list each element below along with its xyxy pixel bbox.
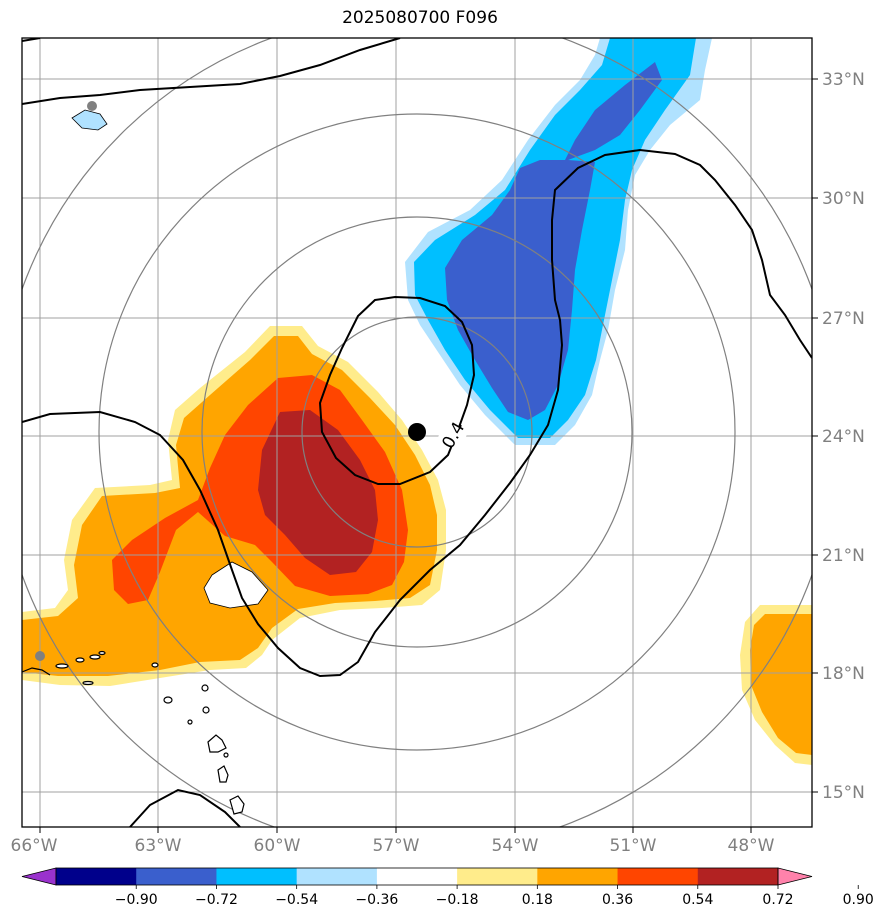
colorbar-tick-label: −0.72	[195, 892, 238, 908]
colorbar-segment	[697, 868, 779, 885]
longitude-axis: 66°W 63°W 60°W 57°W 54°W 51°W 48°W	[11, 827, 775, 856]
colorbar-tick-label: −0.90	[115, 892, 158, 908]
colorbar-outline	[55, 867, 779, 886]
colorbar-segment	[296, 868, 378, 885]
lat-label-18n: 18°N	[822, 664, 865, 684]
contour-0.4-loop	[318, 295, 476, 485]
island-5	[82, 680, 94, 686]
east-anomaly-shading	[740, 605, 812, 765]
graticule	[22, 38, 812, 827]
lon-label-51w: 51°W	[610, 836, 657, 856]
martinique	[217, 765, 229, 783]
colorbar-segment	[216, 868, 298, 885]
colorbar-tick-label: 0.18	[522, 892, 553, 908]
colorbar-segment	[457, 868, 538, 885]
bermuda-marker	[87, 101, 97, 111]
map-plot-area	[22, 38, 812, 827]
island-2	[75, 657, 85, 663]
contour-south-line	[129, 788, 241, 827]
lat-label-30n: 30°N	[822, 189, 865, 209]
island-1	[55, 663, 69, 669]
island-3	[89, 654, 101, 660]
colorbar-tick-label: 0.90	[843, 892, 874, 908]
colorbar: −0.90 −0.72 −0.54 −0.36 −0.18 0.18 0.36 0.54 0.7…	[21, 867, 874, 908]
colorbar-tick-label: 0.72	[762, 892, 793, 908]
neutral-gap	[203, 561, 269, 609]
st-lucia	[229, 795, 245, 815]
colorbar-extend-high	[777, 867, 813, 886]
map-title: 2025080700 F096	[342, 8, 498, 28]
lat-label-24n: 24°N	[822, 427, 865, 447]
guadeloupe	[207, 734, 227, 753]
lon-label-54w: 54°W	[492, 836, 539, 856]
lon-label-48w: 48°W	[728, 836, 775, 856]
colorbar-segment	[56, 868, 137, 885]
lon-label-66w: 66°W	[11, 836, 58, 856]
colorbar-tick-label: −0.36	[355, 892, 398, 908]
lon-label-60w: 60°W	[254, 836, 301, 856]
negative-anomaly-shading	[405, 38, 712, 445]
lon-label-63w: 63°W	[135, 836, 182, 856]
lat-label-15n: 15°N	[822, 783, 865, 803]
contour-label-background	[437, 420, 469, 450]
contour-north-line	[22, 38, 401, 105]
colorbar-tick-label: 0.36	[602, 892, 633, 908]
firebrick-band	[258, 410, 378, 575]
colorbar-segment	[136, 868, 217, 885]
colorbar-extend-low	[21, 867, 57, 886]
island-10	[187, 719, 193, 725]
island-8	[201, 684, 209, 692]
island-11	[223, 752, 229, 758]
positive-anomaly-shading	[22, 326, 446, 686]
storm-center-marker	[408, 423, 426, 441]
lat-label-21n: 21°N	[822, 546, 865, 566]
hispaniola-coast	[22, 667, 51, 676]
lat-label-27n: 27°N	[822, 309, 865, 329]
colorbar-tick-label: −0.54	[275, 892, 318, 908]
coastlines	[22, 650, 245, 815]
island-7	[163, 696, 173, 704]
colorbar-tick-label: 0.54	[682, 892, 713, 908]
latitude-axis: 33°N 30°N 27°N 24°N 21°N 18°N 15°N	[812, 70, 865, 803]
colorbar-segment	[537, 868, 619, 885]
contour-trough-line	[22, 148, 812, 678]
island-9	[202, 706, 210, 714]
plot-frame	[21, 37, 813, 828]
colorbar-segment	[617, 868, 699, 885]
bermuda-blob	[71, 109, 108, 131]
contour-label: 0.4	[438, 419, 469, 452]
east-orange-band	[750, 614, 812, 755]
island-6	[151, 662, 159, 668]
colorbar-tick-label: −0.18	[436, 892, 479, 908]
royal-blue-band	[445, 62, 662, 420]
contour-lines	[22, 38, 812, 827]
range-rings	[22, 38, 812, 827]
colorbar-segment	[376, 868, 458, 885]
lon-label-57w: 57°W	[373, 836, 420, 856]
island-4	[98, 650, 106, 656]
puerto-rico-marker	[35, 651, 45, 661]
lat-label-33n: 33°N	[822, 70, 865, 90]
